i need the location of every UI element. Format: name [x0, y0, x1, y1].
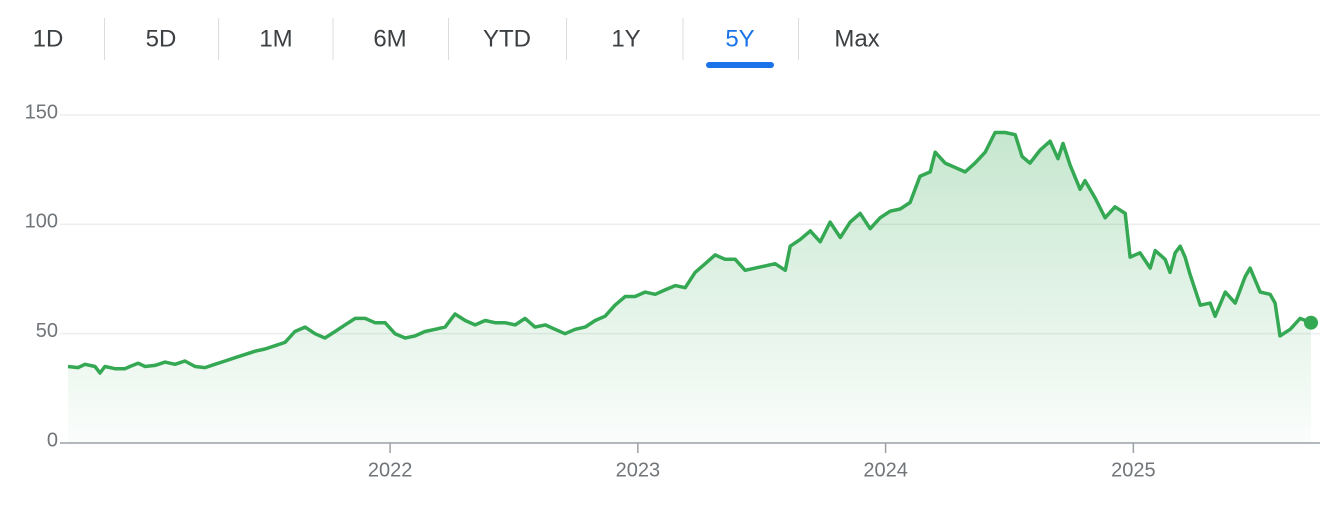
x-tick-label: 2025: [1111, 459, 1156, 481]
y-tick-label: 50: [36, 320, 58, 342]
y-tick-label: 150: [25, 101, 58, 123]
y-tick-label: 100: [25, 211, 58, 233]
time-range-tab[interactable]: 6M: [373, 25, 406, 52]
time-range-tab[interactable]: YTD: [483, 25, 531, 52]
x-tick-label: 2024: [863, 459, 908, 481]
price-line: [67, 130, 1312, 375]
tab-underline: [706, 62, 774, 68]
x-tick-label: 2023: [616, 459, 661, 481]
time-range-tab[interactable]: 1M: [259, 25, 292, 52]
time-range-tab[interactable]: 5D: [146, 25, 177, 52]
time-range-tab[interactable]: 1Y: [611, 25, 640, 52]
area: [68, 132, 1311, 443]
time-range-tab[interactable]: 1D: [33, 25, 64, 52]
last-point: [1304, 315, 1318, 330]
time-range-tab[interactable]: Max: [834, 25, 879, 52]
y-tick-label: 0: [47, 429, 58, 451]
time-range-tab[interactable]: 5Y: [725, 25, 754, 52]
x-tick-label: 2022: [368, 459, 413, 481]
